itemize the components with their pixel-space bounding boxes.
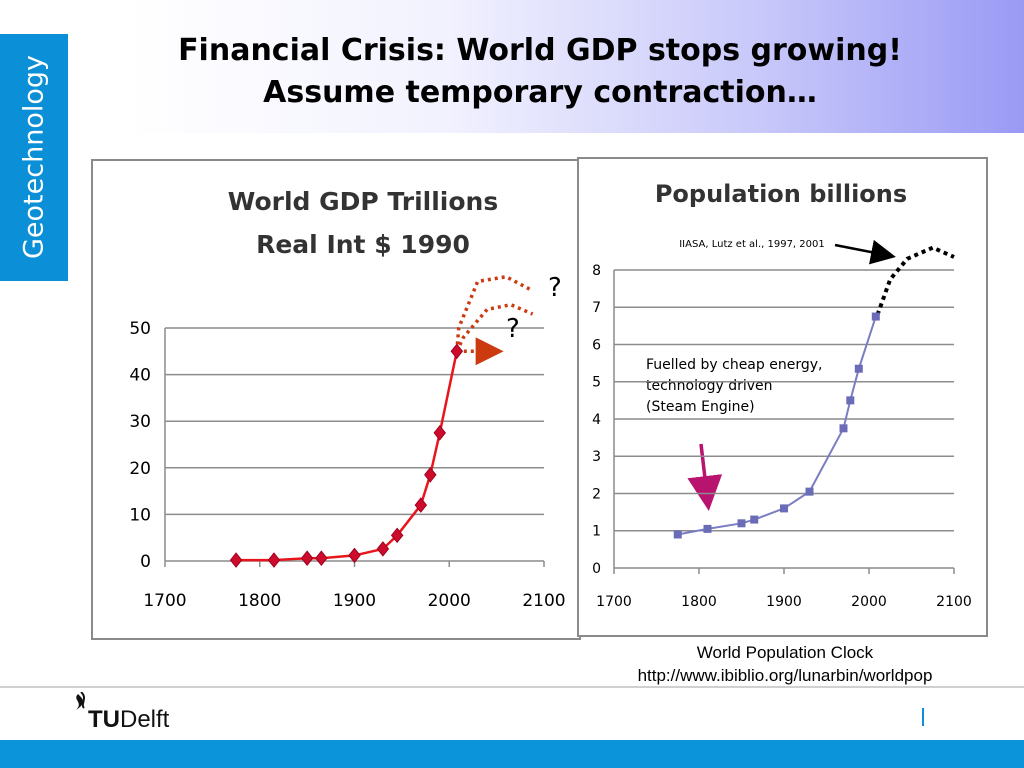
population-chart-frame: Population billions IIASA, Lutz et al., … xyxy=(577,157,988,637)
data-point-marker xyxy=(846,396,855,405)
data-point-marker xyxy=(300,550,314,567)
annotation-line1: Fuelled by cheap energy, xyxy=(646,357,822,373)
x-tick-label: 1900 xyxy=(766,594,802,610)
population-chart: Population billions IIASA, Lutz et al., … xyxy=(592,180,972,610)
question-mark-lower: ? xyxy=(506,314,520,344)
y-tick-label: 1 xyxy=(592,524,601,540)
data-point-marker xyxy=(780,504,788,513)
gdp-chart-title-line1: World GDP Trillions xyxy=(228,187,498,216)
projection-line xyxy=(455,302,534,353)
y-tick-label: 3 xyxy=(592,449,601,465)
flame-icon xyxy=(76,692,85,710)
series-line xyxy=(677,316,877,536)
gdp-chart: World GDP Trillions Real Int $ 1990 0 10 2… xyxy=(129,187,565,611)
y-tick-label: 7 xyxy=(592,300,601,316)
slide-title-line1: Financial Crisis: World GDP stops growin… xyxy=(178,33,902,68)
data-point-marker xyxy=(839,424,848,433)
source-pointer-arrow xyxy=(834,239,896,265)
question-mark-upper: ? xyxy=(548,273,562,303)
population-source-note: IIASA, Lutz et al., 1997, 2001 xyxy=(679,239,825,250)
caption-line1: World Population Clock xyxy=(696,643,874,662)
tudelft-logo: TUDelft xyxy=(62,692,172,736)
slide-title: Financial Crisis: World GDP stops growin… xyxy=(120,30,960,114)
population-projection-line xyxy=(875,245,955,316)
data-point-marker xyxy=(805,487,814,496)
data-point-marker xyxy=(424,466,437,483)
y-tick-label: 0 xyxy=(592,561,601,577)
data-point-marker xyxy=(229,552,243,568)
logo-delft: Delft xyxy=(120,706,170,733)
x-tick-label: 2100 xyxy=(936,594,972,610)
x-tick-label: 1700 xyxy=(596,594,632,610)
data-point-marker xyxy=(450,343,464,360)
y-tick-label: 8 xyxy=(592,263,601,279)
data-point-marker xyxy=(376,541,390,557)
slide-title-line2: Assume temporary contraction… xyxy=(263,75,817,110)
x-tick-label: 2000 xyxy=(851,594,887,610)
data-point-marker xyxy=(673,530,682,539)
population-clock-caption: World Population Clock http://www.ibibli… xyxy=(600,641,970,687)
y-tick-label: 30 xyxy=(129,412,151,432)
logo-tu: TU xyxy=(88,706,120,733)
data-point-marker xyxy=(315,550,328,567)
data-point-marker xyxy=(433,425,447,441)
side-section-tab: Geotechnology xyxy=(0,34,68,281)
y-tick-label: 4 xyxy=(592,412,601,428)
steam-engine-arrow xyxy=(687,443,723,511)
footer-divider xyxy=(0,686,1024,688)
data-point-marker xyxy=(390,527,404,544)
side-tab-label: Geotechnology xyxy=(18,55,50,259)
projection-line xyxy=(455,274,534,352)
y-tick-label: 0 xyxy=(140,552,151,572)
gdp-chart-title-line2: Real Int $ 1990 xyxy=(256,230,470,259)
y-tick-label: 40 xyxy=(129,366,151,386)
y-tick-label: 10 xyxy=(129,505,151,525)
data-point-marker xyxy=(737,519,746,528)
data-point-marker xyxy=(854,364,863,373)
population-chart-title: Population billions xyxy=(655,180,907,208)
data-point-marker xyxy=(267,552,281,568)
data-point-marker xyxy=(871,312,880,321)
x-tick-label: 2100 xyxy=(522,591,565,611)
header-gradient-band xyxy=(128,0,1024,133)
series-line xyxy=(236,351,459,562)
x-tick-label: 2000 xyxy=(428,591,471,611)
y-tick-label: 6 xyxy=(592,337,601,353)
data-point-marker xyxy=(703,524,712,533)
x-tick-label: 1900 xyxy=(333,591,376,611)
x-tick-label: 1800 xyxy=(681,594,717,610)
y-tick-label: 50 xyxy=(129,319,151,339)
y-tick-label: 20 xyxy=(129,459,151,479)
annotation-line2: technology driven xyxy=(646,378,773,394)
y-tick-label: 5 xyxy=(592,375,601,391)
x-tick-label: 1800 xyxy=(238,591,281,611)
footer-band xyxy=(0,740,1024,768)
annotation-line3: (Steam Engine) xyxy=(646,399,755,415)
y-tick-label: 2 xyxy=(592,486,601,502)
data-point-marker xyxy=(750,515,759,524)
data-point-marker xyxy=(348,547,361,564)
caption-link[interactable]: http://www.ibiblio.org/lunarbin/worldpop xyxy=(637,666,933,685)
x-tick-label: 1700 xyxy=(143,591,186,611)
page-marker xyxy=(922,708,924,726)
data-point-marker xyxy=(414,497,428,513)
gdp-chart-frame: World GDP Trillions Real Int $ 1990 0 10 2… xyxy=(91,159,581,640)
